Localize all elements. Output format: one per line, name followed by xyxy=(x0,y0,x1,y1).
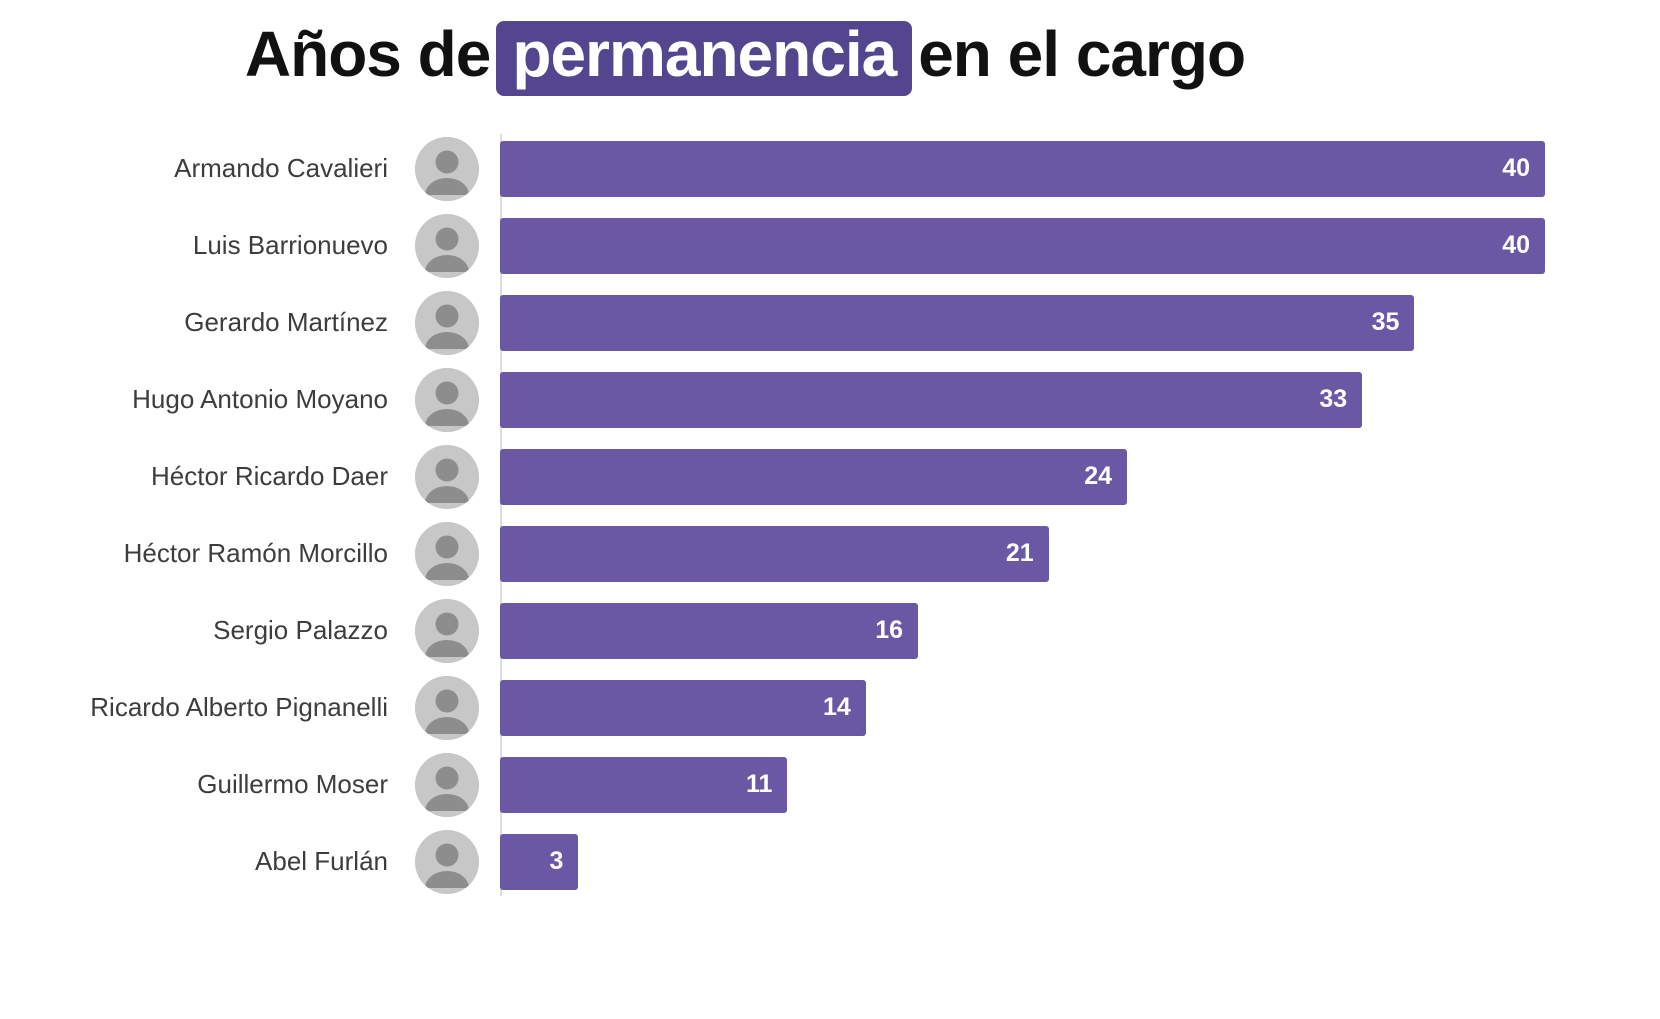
value-bar: 21 xyxy=(500,525,1049,582)
chart-row: Abel Furlán 3 xyxy=(0,823,1660,900)
category-label: Héctor Ricardo Daer xyxy=(151,461,388,492)
value-label: 35 xyxy=(1371,308,1400,337)
category-label: Abel Furlán xyxy=(255,846,388,877)
title-pre: Años de xyxy=(244,18,491,90)
chart-row: Guillermo Moser 11 xyxy=(0,746,1660,823)
bar-track: 40 xyxy=(500,140,1545,197)
avatar xyxy=(415,290,479,355)
value-label: 33 xyxy=(1319,385,1348,414)
bar-track: 16 xyxy=(500,602,1545,659)
bar-chart: Armando Cavalieri 40 Luis Barrionuevo 40 Ger… xyxy=(0,130,1660,900)
category-label: Luis Barrionuevo xyxy=(192,230,388,261)
person-avatar-icon xyxy=(415,829,479,894)
bar-track: 24 xyxy=(500,448,1545,505)
value-bar: 24 xyxy=(500,448,1127,505)
avatar xyxy=(415,444,479,509)
person-avatar-icon xyxy=(415,675,479,740)
bar-track: 33 xyxy=(500,371,1545,428)
category-label: Héctor Ramón Morcillo xyxy=(123,538,388,569)
y-axis-line xyxy=(500,134,502,897)
value-bar: 11 xyxy=(500,756,788,813)
avatar xyxy=(415,521,479,586)
person-avatar-icon xyxy=(415,752,479,817)
value-bar: 40 xyxy=(500,217,1545,274)
value-label: 3 xyxy=(549,847,564,876)
avatar xyxy=(415,829,479,894)
chart-title: Años de permanencia en el cargo xyxy=(0,18,1490,97)
value-label: 14 xyxy=(822,693,851,722)
bar-track: 11 xyxy=(500,756,1545,813)
value-label: 24 xyxy=(1084,462,1112,491)
bar-track: 3 xyxy=(500,833,1545,890)
title-highlight: permanencia xyxy=(496,20,913,97)
chart-row: Gerardo Martínez 35 xyxy=(0,284,1660,361)
person-avatar-icon xyxy=(415,213,479,278)
category-label: Sergio Palazzo xyxy=(213,615,388,646)
category-label: Armando Cavalieri xyxy=(174,153,388,184)
person-avatar-icon xyxy=(415,290,479,355)
chart-row: Sergio Palazzo 16 xyxy=(0,592,1660,669)
value-bar: 35 xyxy=(500,294,1415,351)
value-label: 40 xyxy=(1502,154,1530,183)
chart-row: Héctor Ramón Morcillo 21 xyxy=(0,515,1660,592)
chart-row: Hugo Antonio Moyano 33 xyxy=(0,361,1660,438)
bar-track: 14 xyxy=(500,679,1545,736)
value-bar: 33 xyxy=(500,371,1363,428)
bar-track: 35 xyxy=(500,294,1545,351)
value-label: 11 xyxy=(745,770,773,799)
person-avatar-icon xyxy=(415,367,479,432)
category-label: Hugo Antonio Moyano xyxy=(132,384,388,415)
chart-row: Héctor Ricardo Daer 24 xyxy=(0,438,1660,515)
value-bar: 16 xyxy=(500,602,918,659)
avatar xyxy=(415,213,479,278)
person-avatar-icon xyxy=(415,521,479,586)
chart-row: Luis Barrionuevo 40 xyxy=(0,207,1660,284)
chart-row: Armando Cavalieri 40 xyxy=(0,130,1660,207)
category-label: Guillermo Moser xyxy=(197,769,388,800)
title-post: en el cargo xyxy=(918,18,1246,90)
avatar xyxy=(415,367,479,432)
person-avatar-icon xyxy=(415,444,479,509)
value-label: 16 xyxy=(875,616,903,645)
person-avatar-icon xyxy=(415,136,479,201)
category-label: Ricardo Alberto Pignanelli xyxy=(90,692,388,723)
value-bar: 40 xyxy=(500,140,1545,197)
value-bar: 14 xyxy=(500,679,866,736)
bar-track: 21 xyxy=(500,525,1545,582)
avatar xyxy=(415,675,479,740)
chart-header: Años de permanencia en el cargo xyxy=(0,0,1660,97)
avatar xyxy=(415,136,479,201)
category-label: Gerardo Martínez xyxy=(184,307,388,338)
value-label: 21 xyxy=(1005,539,1034,568)
avatar xyxy=(415,752,479,817)
value-label: 40 xyxy=(1502,231,1530,260)
person-avatar-icon xyxy=(415,598,479,663)
value-bar: 3 xyxy=(500,833,579,890)
bar-track: 40 xyxy=(500,217,1545,274)
avatar xyxy=(415,598,479,663)
chart-row: Ricardo Alberto Pignanelli 14 xyxy=(0,669,1660,746)
